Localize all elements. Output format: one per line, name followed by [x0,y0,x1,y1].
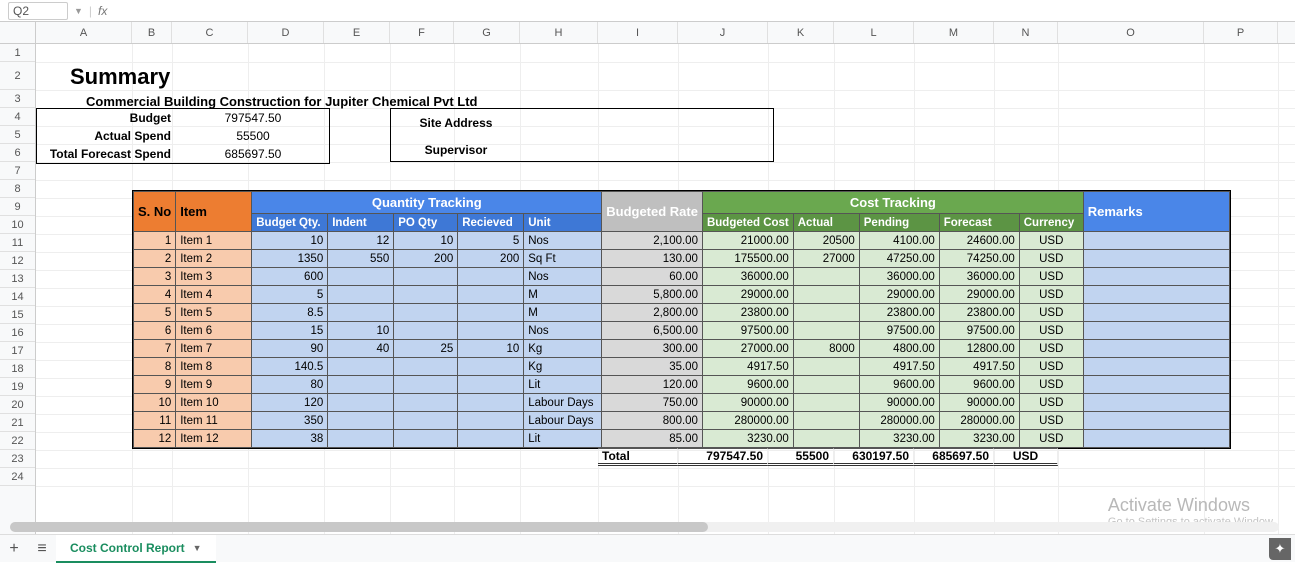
row-header-11[interactable]: 11 [0,234,35,252]
row-header-14[interactable]: 14 [0,288,35,306]
row-header-24[interactable]: 24 [0,468,35,486]
column-header-D[interactable]: D [248,22,324,43]
cell-content: Summary Commercial Building Construction… [36,44,1295,534]
table-row: 12Item 1238Lit85.003230.003230.003230.00… [134,430,1230,448]
row-header-21[interactable]: 21 [0,414,35,432]
row-header-9[interactable]: 9 [0,198,35,216]
table-row: 2Item 21350550200200Sq Ft130.00175500.00… [134,250,1230,268]
column-header-B[interactable]: B [132,22,172,43]
row-header-2[interactable]: 2 [0,62,35,90]
budget-label: Budget [37,111,177,125]
row-header-15[interactable]: 15 [0,306,35,324]
budget-value: 797547.50 [177,111,329,125]
summary-heading: Summary [70,64,170,90]
cost-control-table: S. NoItemQuantity TrackingBudgeted RateC… [132,190,1231,449]
sheet-tab-label: Cost Control Report [70,541,185,555]
column-header-A[interactable]: A [36,22,132,43]
table-row: 7Item 790402510Kg300.0027000.0080004800.… [134,340,1230,358]
select-all-corner[interactable] [0,22,36,44]
table-row: 10Item 10120Labour Days750.0090000.00900… [134,394,1230,412]
formula-input[interactable] [113,2,1295,20]
table-row: 4Item 45M5,800.0029000.0029000.0029000.0… [134,286,1230,304]
row-header-7[interactable]: 7 [0,162,35,180]
forecast-spend-label: Total Forecast Spend [37,147,177,161]
column-header-P[interactable]: P [1204,22,1278,43]
row-header-4[interactable]: 4 [0,108,35,126]
actual-spend-value: 55500 [177,129,329,143]
site-info-box: Site Address Supervisor [390,108,774,162]
table-row: 9Item 980Lit120.009600.009600.009600.00U… [134,376,1230,394]
horizontal-scrollbar[interactable] [10,522,1279,532]
column-header-O[interactable]: O [1058,22,1204,43]
column-header-N[interactable]: N [994,22,1058,43]
fx-label: fx [98,4,107,18]
column-header-L[interactable]: L [834,22,914,43]
row-header-19[interactable]: 19 [0,378,35,396]
column-header-C[interactable]: C [172,22,248,43]
table-row: 5Item 58.5M2,800.0023800.0023800.0023800… [134,304,1230,322]
column-header-F[interactable]: F [390,22,454,43]
totals-row: Total797547.5055500630197.50685697.50USD [132,448,1058,466]
row-header-18[interactable]: 18 [0,360,35,378]
add-sheet-button[interactable]: + [0,540,28,558]
column-header-H[interactable]: H [520,22,598,43]
row-header-8[interactable]: 8 [0,180,35,198]
row-header-16[interactable]: 16 [0,324,35,342]
column-header-G[interactable]: G [454,22,520,43]
site-address-label: Site Address [391,116,521,130]
row-header-10[interactable]: 10 [0,216,35,234]
name-box[interactable]: Q2 [8,2,68,20]
column-header-J[interactable]: J [678,22,768,43]
sheet-tab-bar: + ≡ Cost Control Report ▼ ✦ [0,534,1295,562]
row-header-13[interactable]: 13 [0,270,35,288]
row-header-17[interactable]: 17 [0,342,35,360]
column-header-E[interactable]: E [324,22,390,43]
row-header-12[interactable]: 12 [0,252,35,270]
column-headers[interactable]: ABCDEFGHIJKLMNOP [36,22,1295,44]
scrollbar-thumb[interactable] [10,522,708,532]
row-header-22[interactable]: 22 [0,432,35,450]
spreadsheet-grid[interactable]: ABCDEFGHIJKLMNOP 12345678910111213141516… [0,22,1295,534]
all-sheets-button[interactable]: ≡ [28,540,56,558]
row-headers[interactable]: 123456789101112131415161718192021222324 [0,44,36,534]
chevron-down-icon[interactable]: ▼ [74,6,83,16]
row-header-20[interactable]: 20 [0,396,35,414]
actual-spend-label: Actual Spend [37,129,177,143]
project-title: Commercial Building Construction for Jup… [86,94,478,109]
row-header-5[interactable]: 5 [0,126,35,144]
table-row: 1Item 11012105Nos2,100.0021000.002050041… [134,232,1230,250]
table-row: 8Item 8140.5Kg35.004917.504917.504917.50… [134,358,1230,376]
supervisor-label: Supervisor [391,143,521,157]
column-header-K[interactable]: K [768,22,834,43]
table-row: 6Item 61510Nos6,500.0097500.0097500.0097… [134,322,1230,340]
forecast-spend-value: 685697.50 [177,147,329,161]
table-row: 11Item 11350Labour Days800.00280000.0028… [134,412,1230,430]
row-header-6[interactable]: 6 [0,144,35,162]
row-header-1[interactable]: 1 [0,44,35,62]
row-header-3[interactable]: 3 [0,90,35,108]
column-header-M[interactable]: M [914,22,994,43]
column-header-I[interactable]: I [598,22,678,43]
name-box-value: Q2 [13,4,29,18]
summary-budget-box: Budget797547.50 Actual Spend55500 Total … [36,108,330,164]
sheet-tab-cost-control[interactable]: Cost Control Report ▼ [56,535,216,563]
row-header-23[interactable]: 23 [0,450,35,468]
formula-bar: Q2 ▼ | fx [0,0,1295,22]
table-row: 3Item 3600Nos60.0036000.0036000.0036000.… [134,268,1230,286]
chevron-down-icon[interactable]: ▼ [193,543,202,553]
explore-button[interactable]: ✦ [1269,538,1291,560]
